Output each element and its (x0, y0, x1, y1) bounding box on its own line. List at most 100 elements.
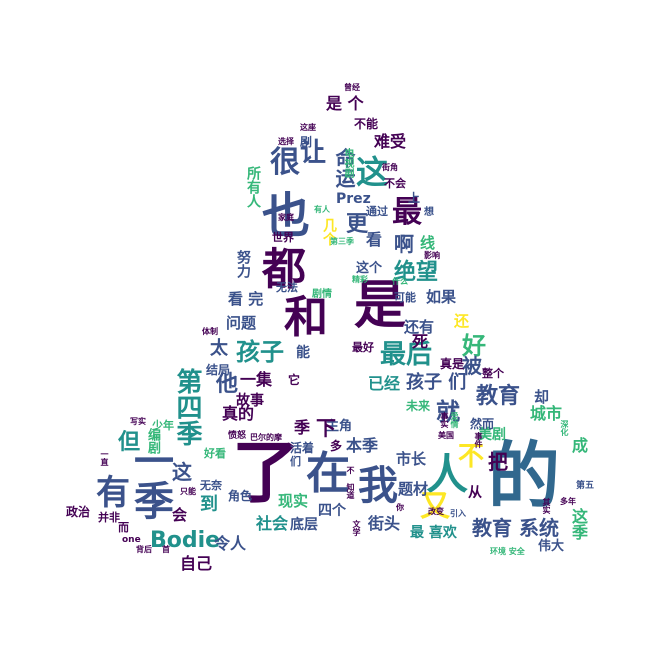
cloud-word: 多 (330, 439, 343, 453)
cloud-word: 啊 (394, 232, 414, 256)
cloud-word: 已经 (368, 374, 401, 393)
cloud-word: 这 (172, 460, 192, 484)
cloud-word: 结局 (206, 363, 231, 377)
cloud-word: 可能 (394, 291, 416, 304)
cloud-word: 多年 (560, 497, 576, 506)
cloud-word: 现实 (278, 492, 309, 510)
cloud-word: 更 (346, 212, 369, 237)
cloud-word: 而 (118, 521, 129, 534)
cloud-word: 最后 (380, 340, 433, 370)
cloud-word: 问题 (226, 314, 257, 332)
cloud-word: 事实 (440, 412, 449, 428)
cloud-word: 所有人 (245, 166, 261, 208)
cloud-word: 命运 (332, 148, 356, 188)
cloud-word: 季 (294, 418, 311, 437)
cloud-word: 其实 (542, 498, 551, 514)
cloud-word: 一集 (240, 370, 273, 389)
cloud-word: 精彩 (352, 275, 368, 284)
cloud-word: 我 (358, 463, 398, 509)
cloud-word: 选择 (278, 137, 294, 146)
cloud-word: 了 (232, 434, 301, 513)
cloud-word: 写实 (130, 417, 146, 426)
cloud-word: 不能 (354, 117, 379, 131)
cloud-word: 故事 (236, 393, 264, 409)
cloud-word: 还有 (404, 318, 435, 336)
cloud-word: 美剧 (478, 427, 506, 443)
cloud-word: 剧 (300, 135, 313, 149)
cloud-word: 这个 (356, 261, 383, 276)
cloud-word: 美国 (438, 431, 454, 440)
cloud-word: 环境 安全 (490, 547, 525, 556)
cloud-word: 电视剧 (342, 148, 353, 178)
cloud-word: 人 (426, 450, 469, 499)
cloud-word: 还 (454, 312, 470, 330)
cloud-word: 只能 (180, 487, 196, 496)
cloud-word: 然而 (470, 417, 495, 431)
cloud-word: 深化 (560, 420, 569, 436)
cloud-word: 并非 (98, 511, 120, 524)
cloud-word: 改变 (428, 507, 444, 516)
cloud-word: 街角 (382, 163, 398, 172)
cloud-word: 最好 (352, 341, 374, 354)
cloud-word: 好 (462, 332, 486, 360)
cloud-word: 能 (296, 345, 310, 361)
cloud-word: 无法 (276, 281, 298, 294)
cloud-word: 会 (172, 506, 188, 524)
cloud-word: 爱情 (450, 412, 459, 428)
cloud-word: 死 (412, 332, 429, 351)
cloud-word: 孩子 (236, 338, 284, 366)
cloud-word: 主角 (326, 419, 353, 434)
cloud-word: 城市 (530, 404, 563, 423)
cloud-word: 题材 (398, 480, 429, 498)
cloud-word: 不 知道 (346, 466, 355, 499)
cloud-word: 他 (216, 372, 239, 397)
cloud-word: 四个 (318, 503, 346, 519)
cloud-word: Bodie (150, 528, 221, 553)
cloud-word: 把 (488, 450, 508, 474)
cloud-word: 你 (396, 503, 404, 512)
cloud-word: 伟大 (538, 539, 565, 554)
cloud-word: 是 个 (326, 94, 364, 113)
cloud-word: 也 (262, 188, 311, 244)
cloud-word: 整个 (482, 367, 504, 380)
cloud-word: 们 (290, 455, 301, 468)
cloud-word: 这 (356, 153, 389, 191)
cloud-word: 世界 (272, 231, 294, 244)
cloud-word: 通过 (366, 205, 388, 218)
cloud-word: 巴尔的摩 (250, 433, 282, 442)
cloud-word: 太 (210, 338, 228, 359)
cloud-word: 上 (408, 191, 421, 205)
cloud-word: 一季 (127, 440, 173, 520)
cloud-word: 很 (270, 145, 300, 180)
cloud-word: Prez (336, 191, 371, 207)
cloud-word: 什么 (392, 277, 408, 286)
cloud-word: 它 (288, 373, 301, 387)
cloud-word: 是 (354, 276, 407, 336)
cloud-word: 剧情 (312, 289, 332, 300)
cloud-word: 底层 (290, 517, 318, 533)
cloud-word: 好看 (204, 447, 226, 460)
cloud-word: 活着 (290, 441, 315, 455)
cloud-word: 成 (572, 436, 589, 455)
cloud-word: 引入 (450, 509, 466, 518)
cloud-word: 努力 (235, 250, 251, 278)
cloud-word: 的 (488, 434, 561, 518)
cloud-word: 真的 (222, 404, 255, 423)
cloud-word: 教育 系统 (472, 516, 559, 540)
cloud-word: 看 完 (228, 290, 264, 308)
cloud-word: 有 (96, 473, 130, 513)
cloud-word: 和 (284, 292, 328, 343)
cloud-word: 无奈 (200, 479, 222, 492)
cloud-word: 背后 (136, 545, 152, 554)
cloud-word: 家庭 (278, 213, 294, 222)
cloud-word: 又 (420, 489, 450, 524)
cloud-word: 一直 (100, 450, 109, 466)
cloud-word: 到 (200, 494, 218, 515)
cloud-word: 最 (392, 195, 422, 230)
cloud-word: 影响 (424, 251, 440, 260)
cloud-word: 这季 (569, 508, 588, 540)
cloud-word: 这座 (300, 123, 316, 132)
cloud-word: 不 (458, 442, 485, 472)
cloud-word: 看 (366, 230, 383, 249)
